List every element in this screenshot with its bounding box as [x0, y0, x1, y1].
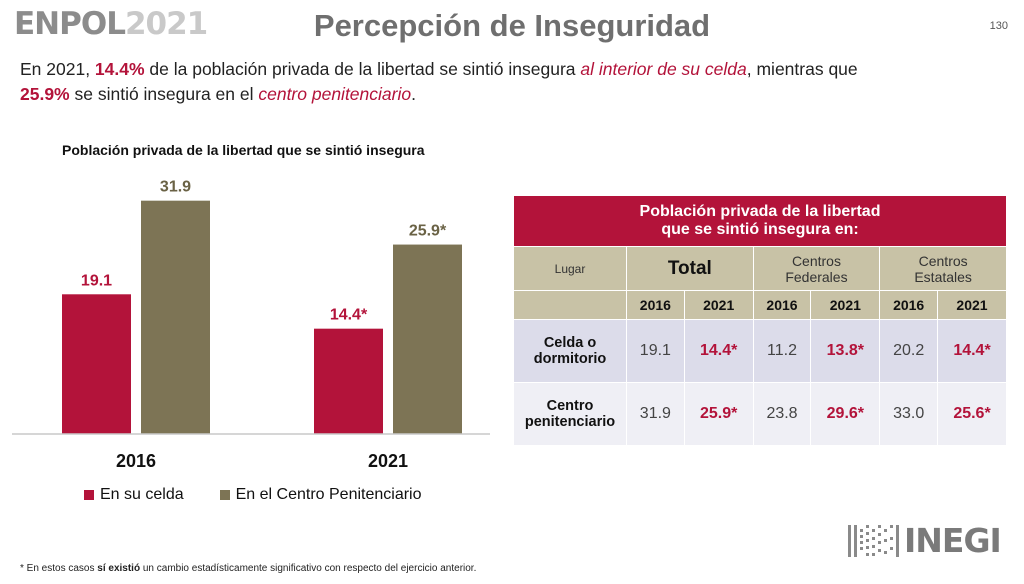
data-label: 31.9	[160, 179, 191, 196]
total-header: Total	[626, 246, 754, 291]
table-cell: 25.6*	[937, 382, 1007, 446]
intro-emphasis-celda: al interior de su celda	[580, 59, 747, 79]
intro-value-centro: 25.9%	[20, 84, 70, 104]
table-cell: 29.6*	[810, 382, 881, 446]
x-tick-label: 2016	[116, 451, 156, 471]
year-header: 2021	[683, 290, 754, 320]
table-cell: 20.2	[879, 319, 939, 383]
bar-2021-celda	[314, 328, 383, 434]
table-cell: 14.4*	[683, 319, 754, 383]
table-cell: 11.2	[752, 319, 812, 383]
intro-emphasis-centro: centro penitenciario	[258, 84, 412, 104]
federales-header: Centros Federales	[752, 246, 881, 291]
table-cell: 13.8*	[810, 319, 881, 383]
enpol-logo: ENPOL2021	[14, 6, 208, 42]
intro-value-celda: 14.4%	[94, 59, 145, 79]
row-label-centro: Centro penitenciario	[513, 382, 627, 446]
estatales-header: Centros Estatales	[879, 246, 1007, 291]
footnote: * En estos casos sí existió un cambio es…	[20, 563, 477, 574]
bar-chart: 19.1 31.9 2016 14.4* 25.9* 2021	[12, 179, 490, 471]
inegi-wordmark: INEGI	[904, 521, 1002, 560]
table-row: Centro penitenciario 31.9 25.9* 23.8 29.6…	[513, 382, 1007, 446]
page-number: 130	[989, 20, 1008, 32]
bar-2016-centro	[141, 200, 210, 434]
legend-swatch-celda	[84, 490, 94, 500]
year-header: 2021	[810, 290, 881, 320]
table-cell: 19.1	[626, 319, 685, 383]
table-cell: 31.9	[626, 382, 685, 446]
table-cell: 14.4*	[937, 319, 1007, 383]
x-tick-label: 2021	[368, 451, 408, 471]
table-cell: 33.0	[879, 382, 939, 446]
row-label-celda: Celda o dormitorio	[513, 319, 627, 383]
table-cell: 25.9*	[683, 382, 754, 446]
lugar-header: Lugar	[513, 246, 627, 291]
legend-swatch-centro	[219, 490, 230, 500]
page-title: Percepción de Inseguridad	[313, 8, 711, 43]
inegi-logo: INEGI	[848, 521, 1002, 560]
table-row: Celda o dormitorio 19.1 14.4* 11.2 13.8* …	[513, 319, 1007, 383]
data-label: 25.9*	[409, 223, 447, 240]
inegi-dots-icon	[848, 524, 899, 557]
data-label: 14.4*	[330, 307, 368, 324]
table-cell: 23.8	[752, 382, 812, 446]
year-header: 2021	[937, 290, 1007, 320]
legend-item-centro: En el Centro Penitenciario	[219, 486, 422, 504]
data-label: 19.1	[81, 272, 112, 289]
chart-legend: En su celda En el Centro Penitenciario	[84, 486, 422, 504]
year-header: 2016	[879, 290, 939, 320]
year-header: 2016	[752, 290, 812, 320]
chart-title: Población privada de la libertad que se …	[62, 142, 425, 158]
insecurity-table: Población privada de la libertad que se s…	[513, 195, 1007, 446]
year-header-empty	[513, 290, 627, 320]
intro-text: En 2021, 14.4% de la población privada d…	[20, 59, 858, 104]
legend-item-celda: En su celda	[84, 486, 184, 504]
table-title: Población privada de la libertad que se s…	[513, 195, 1007, 247]
bar-2016-celda	[62, 294, 131, 434]
year-header: 2016	[626, 290, 685, 320]
bar-2021-centro	[393, 244, 462, 434]
